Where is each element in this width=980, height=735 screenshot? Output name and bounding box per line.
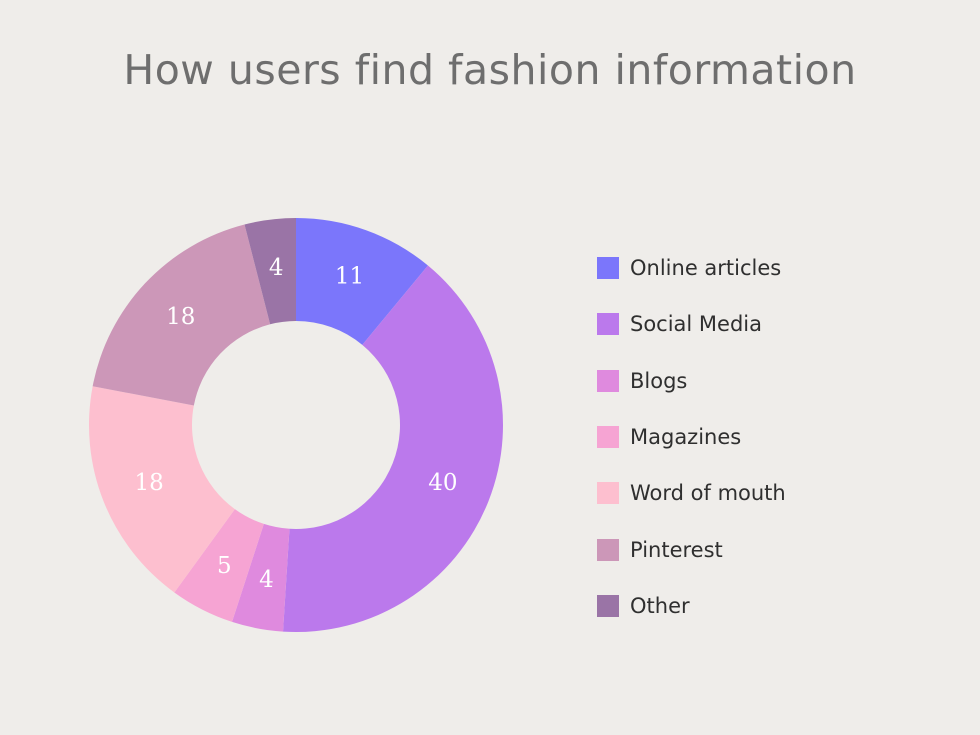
legend-swatch bbox=[597, 594, 619, 617]
legend-swatch bbox=[597, 369, 619, 392]
slice-other bbox=[244, 218, 296, 325]
legend-item-other: Other bbox=[597, 578, 786, 634]
legend-swatch bbox=[597, 426, 619, 449]
legend-label: Social Media bbox=[630, 312, 763, 337]
chart-legend: Online articles Social Media Blogs Magazine… bbox=[597, 240, 786, 634]
slice-online-articles bbox=[296, 218, 428, 345]
legend-label: Blogs bbox=[630, 368, 688, 393]
legend-label: Word of mouth bbox=[630, 481, 786, 506]
slice-word-of-mouth bbox=[89, 386, 235, 593]
legend-item-word-of-mouth: Word of mouth bbox=[597, 465, 786, 521]
data-label-social-media: 40 bbox=[428, 470, 457, 496]
legend-item-blogs: Blogs bbox=[597, 353, 786, 409]
legend-item-pinterest: Pinterest bbox=[597, 521, 786, 577]
data-label-word-of-mouth: 18 bbox=[134, 470, 163, 496]
legend-label: Online articles bbox=[630, 256, 782, 281]
legend-swatch bbox=[597, 257, 619, 280]
chart-title: How users find fashion information bbox=[123, 46, 857, 94]
slice-magazines bbox=[174, 509, 264, 622]
legend-swatch bbox=[597, 313, 619, 336]
legend-swatch bbox=[597, 538, 619, 561]
legend-label: Magazines bbox=[630, 425, 742, 450]
legend-swatch bbox=[597, 482, 619, 505]
data-label-magazines: 5 bbox=[217, 553, 232, 579]
legend-item-magazines: Magazines bbox=[597, 409, 786, 465]
donut-slices bbox=[89, 218, 503, 632]
slice-blogs bbox=[232, 523, 290, 632]
data-label-pinterest: 18 bbox=[166, 304, 195, 330]
legend-label: Other bbox=[630, 593, 690, 618]
data-label-blogs: 4 bbox=[259, 567, 274, 593]
legend-item-social-media: Social Media bbox=[597, 296, 786, 352]
legend-label: Pinterest bbox=[630, 537, 723, 562]
data-label-other: 4 bbox=[269, 255, 284, 281]
slice-social-media bbox=[283, 265, 503, 632]
data-label-online-articles: 11 bbox=[335, 263, 364, 289]
legend-item-online-articles: Online articles bbox=[597, 240, 786, 296]
donut-slice-labels: 11 40 4 5 18 18 4 bbox=[134, 255, 457, 593]
slice-pinterest bbox=[92, 224, 271, 406]
